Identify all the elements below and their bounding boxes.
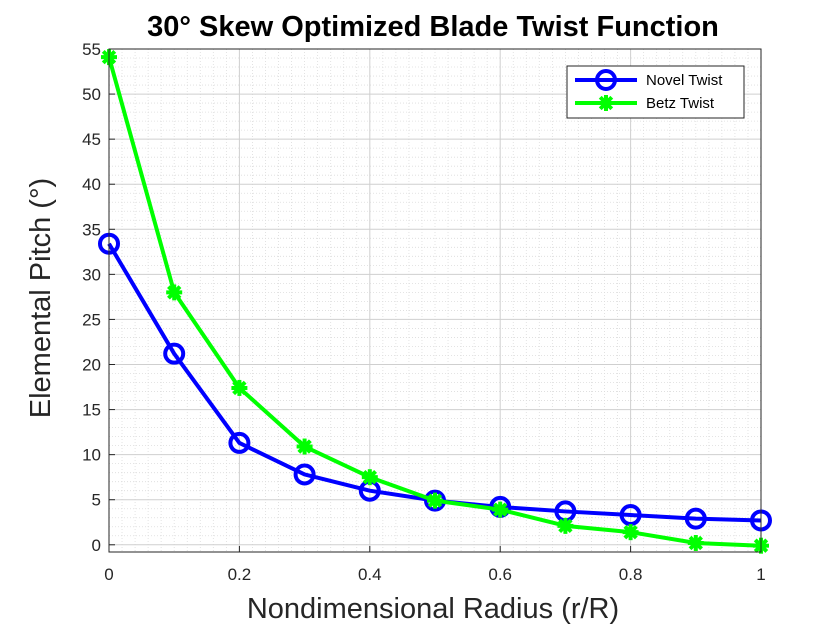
y-tick-label: 50 <box>82 85 101 104</box>
data-point-betz-twist <box>687 534 704 551</box>
legend-marker-novel-twist <box>595 69 617 91</box>
asterisk-glyph <box>598 95 614 111</box>
x-axis: 0 0.2 0.4 0.6 0.8 1 <box>104 546 766 584</box>
x-tick-label: 1 <box>756 565 765 584</box>
legend-entry-betz-twist: Betz Twist <box>575 95 715 112</box>
y-axis: 0 5 10 15 20 25 30 35 40 45 50 55 <box>82 40 115 555</box>
data-point-betz-twist <box>557 517 574 534</box>
data-point-novel-twist <box>684 507 707 530</box>
legend-marker-betz-twist <box>598 95 614 111</box>
x-tick-label: 0.4 <box>358 565 382 584</box>
x-tick-label: 0.2 <box>228 565 252 584</box>
x-axis-title: Nondimensional Radius (r/R) <box>247 593 619 625</box>
y-tick-label: 20 <box>82 356 101 375</box>
data-point-novel-twist <box>619 504 642 527</box>
y-tick-label: 0 <box>92 536 101 555</box>
data-point-betz-twist <box>492 501 509 518</box>
data-point-betz-twist <box>296 438 313 455</box>
data-point-novel-twist <box>163 342 186 365</box>
data-point-betz-twist <box>622 524 639 541</box>
y-tick-label: 40 <box>82 175 101 194</box>
y-tick-label: 25 <box>82 310 101 329</box>
y-tick-label: 15 <box>82 401 101 420</box>
data-point-betz-twist <box>166 284 183 301</box>
x-tick-label: 0.8 <box>619 565 643 584</box>
y-tick-label: 35 <box>82 220 101 239</box>
y-tick-label: 30 <box>82 265 101 284</box>
minor-grid <box>109 49 761 552</box>
data-point-betz-twist <box>231 379 248 396</box>
x-tick-label: 0.6 <box>488 565 512 584</box>
x-tick-label: 0 <box>104 565 113 584</box>
legend: Novel Twist Betz Twist <box>566 65 745 119</box>
y-tick-label: 10 <box>82 446 101 465</box>
y-axis-title: Elemental Pitch (°) <box>25 178 57 418</box>
legend-label-novel-twist: Novel Twist <box>646 72 723 89</box>
y-tick-label: 55 <box>82 40 101 59</box>
legend-entry-novel-twist: Novel Twist <box>575 69 723 91</box>
legend-label-betz-twist: Betz Twist <box>646 95 715 112</box>
data-point-betz-twist <box>361 469 378 486</box>
data-point-novel-twist <box>293 463 316 486</box>
y-tick-label: 45 <box>82 130 101 149</box>
series-layer <box>98 49 772 554</box>
y-tick-label: 5 <box>92 491 101 510</box>
data-point-novel-twist <box>228 431 251 454</box>
chart-title: 30° Skew Optimized Blade Twist Function <box>147 11 719 43</box>
plot-frame <box>108 48 762 553</box>
data-point-betz-twist <box>427 492 443 509</box>
plot-area <box>109 49 761 552</box>
